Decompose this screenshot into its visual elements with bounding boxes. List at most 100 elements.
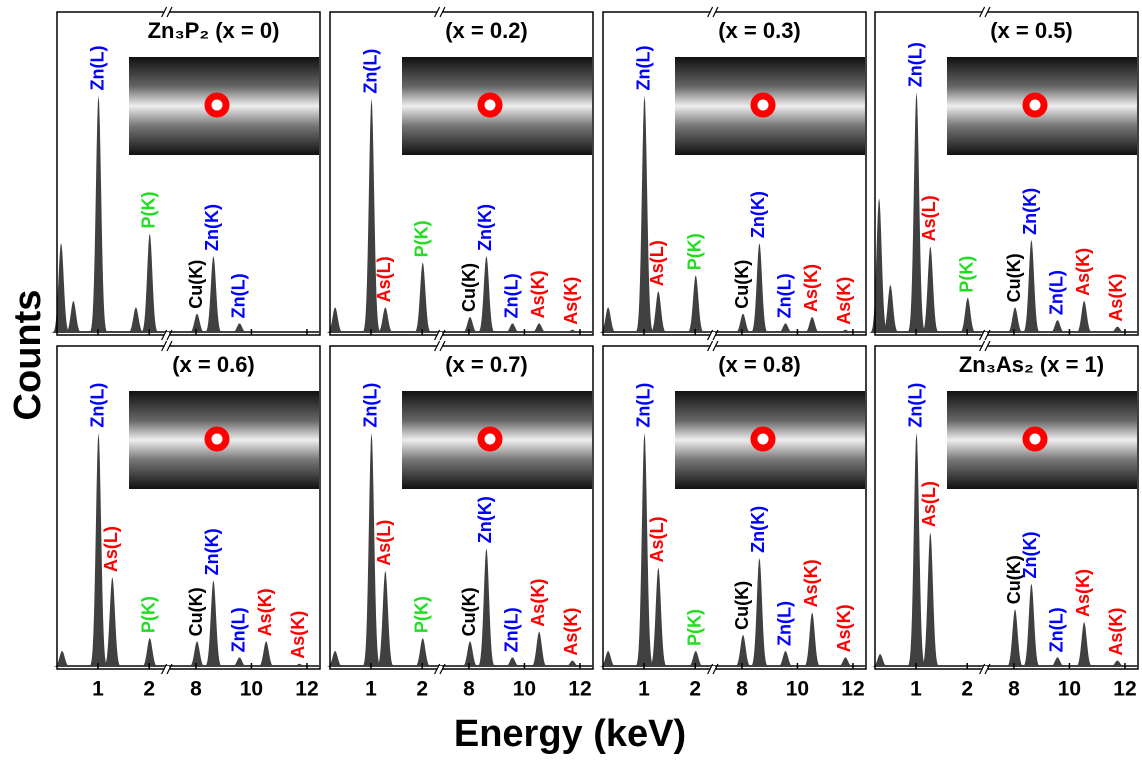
peak-label: Cu(K) [186,260,206,309]
x-tick-label: 12 [568,678,591,701]
x-tick-label: 8 [736,678,748,701]
peak-label: Zn(L) [1046,270,1066,315]
peak-label: P(K) [138,191,158,228]
peak-label: As(L) [101,526,121,572]
peak-label: Zn(L) [87,383,107,428]
peak [203,580,224,667]
x-tick-label: 10 [240,678,263,701]
peak [648,567,669,667]
peak-label: Zn(K) [202,204,222,251]
figure: Energy (keV) Counts Zn(L)P(K)Cu(K)Zn(K)Z… [0,0,1142,757]
x-tick-label: 2 [961,678,973,701]
peak [869,198,890,333]
peak-label: Cu(K) [1004,253,1024,302]
probe-marker [754,430,772,448]
peak [139,638,160,667]
peak-label: As(K) [801,264,821,312]
x-tick-label: 10 [513,678,536,701]
peak-label: Zn(L) [501,273,521,318]
peak-label: P(K) [411,596,431,633]
probe-marker [754,96,772,114]
peak [88,95,109,333]
x-tick-label: 1 [365,678,377,701]
peak [920,246,941,333]
peak-label: As(K) [1106,608,1126,656]
peak-label: Cu(K) [459,587,479,636]
peak-label: As(L) [374,256,394,302]
probe-marker [481,430,499,448]
panel: Zn(L)As(L)P(K)Cu(K)Zn(K)Zn(L)As(K)As(K)(… [869,7,1138,340]
peak [1005,609,1026,667]
peak [749,558,770,667]
panel: Zn(L)As(L)P(K)Cu(K)Zn(K)Zn(L)As(K)As(K)(… [325,7,593,340]
peak-label: Zn(L) [360,49,380,94]
peak [802,317,823,333]
peak [802,612,823,667]
peak-label: Cu(K) [732,260,752,309]
peak [598,651,619,667]
x-tick-label: 8 [1008,678,1020,701]
peak-label: Zn(L) [360,383,380,428]
x-tick-label: 10 [786,678,809,701]
peak [460,317,481,333]
x-tick-label: 8 [463,678,475,701]
x-tick-label: 2 [416,678,428,701]
peak-label: Zn(L) [774,601,794,646]
panel: Zn(L)P(K)Cu(K)Zn(K)Zn(L)Zn₃P₂ (x = 0) [51,7,320,340]
x-tick-label: 10 [1058,678,1081,701]
peak-label: Zn(L) [1046,607,1066,652]
peak-label: P(K) [411,220,431,257]
panel: Zn(L)As(L)Cu(K)Zn(K)Zn(L)As(K)As(K)12810… [870,341,1138,701]
peak [1021,584,1042,667]
peak [476,548,497,667]
panel-title: Zn₃As₂ (x = 1) [959,352,1104,377]
panel: Zn(L)As(L)P(K)Cu(K)Zn(K)Zn(L)As(K)As(K)1… [598,341,866,701]
peak-label: As(L) [374,520,394,566]
peak-label: As(L) [647,240,667,286]
probe-marker [208,430,226,448]
peak [1074,622,1095,667]
peak-label: Zn(K) [475,496,495,543]
peak [139,233,160,333]
peak [412,638,433,667]
peak-label: Cu(K) [186,587,206,636]
peak-label: Cu(K) [459,263,479,312]
peak-label: As(K) [561,277,581,325]
x-tick-label: 12 [295,678,318,701]
peak [957,298,978,333]
peak-label: As(K) [834,277,854,325]
peak [1074,301,1095,333]
peak [325,307,346,333]
x-tick-label: 8 [190,678,202,701]
peak [1021,240,1042,333]
peak-label: Zn(K) [202,528,222,575]
probe-marker [1026,96,1044,114]
peak [733,635,754,667]
peak-label: As(K) [1073,248,1093,296]
peak [325,651,346,667]
peak-label: P(K) [956,256,976,293]
peak [634,95,655,333]
peak-label: Zn(L) [905,42,925,87]
peak-label: P(K) [684,233,704,270]
peak-label: As(K) [834,604,854,652]
peak [685,275,706,333]
panel-title: (x = 0.2) [445,18,528,43]
x-tick-label: 2 [143,678,155,701]
peak [906,433,927,667]
peak-label: Zn(K) [475,204,495,251]
y-axis-label: Counts [7,290,49,421]
peak [749,243,770,333]
peak [51,243,72,333]
peak-label: Zn(L) [633,383,653,428]
peak [775,651,796,667]
panel-title: (x = 0.7) [445,352,528,377]
peak-label: Zn(L) [501,607,521,652]
peak-label: Zn(K) [1020,532,1040,579]
peak [460,641,481,667]
x-tick-label: 12 [1113,678,1136,701]
panel: Zn(L)As(L)P(K)Cu(K)Zn(K)Zn(L)As(K)As(K)(… [598,7,866,340]
probe-marker [1026,430,1044,448]
peak [256,641,277,667]
peak [102,577,123,667]
